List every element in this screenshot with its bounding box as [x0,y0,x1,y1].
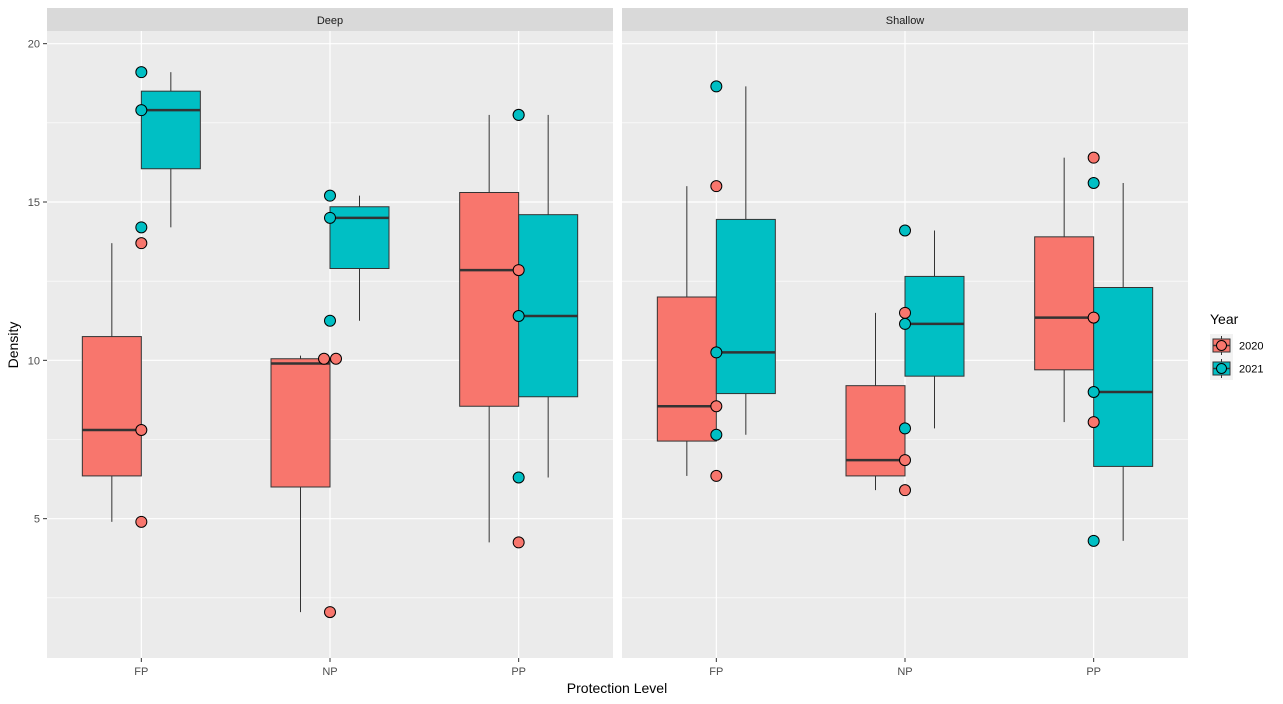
box-np-2020 [845,312,906,491]
y-axis-label: Density [5,322,21,369]
data-point [1087,311,1100,324]
data-point [710,428,723,441]
y-tick-label: 5 [34,514,40,526]
box-body [459,192,520,407]
data-point [512,108,525,121]
box-body [1034,236,1095,371]
data-point [1087,416,1100,429]
y-tick-label: 15 [28,197,40,209]
box-body [656,296,717,442]
facet-panel-deep: Deep FP NP PP [47,8,613,678]
data-point [899,224,911,237]
facet-panel-shallow: Shallow FP NP PP [622,8,1188,678]
data-point [324,211,336,224]
legend-key-point [1216,363,1227,374]
data-point [512,264,525,277]
data-point [135,221,148,234]
facet-strip-label: Shallow [886,15,925,27]
facet-strip-label: Deep [317,15,343,27]
box-body [329,206,390,269]
data-point [330,352,342,365]
y-tick-label: 20 [28,39,40,51]
legend-key-2021 [1210,357,1233,380]
x-tick-label: PP [1086,666,1101,678]
box-fp-2021 [140,72,201,228]
data-point [899,454,911,467]
data-point [135,104,148,117]
data-point [1087,151,1100,164]
box-np-2020 [270,355,331,613]
x-tick-label: NP [322,666,337,678]
data-point [324,189,336,202]
data-point [710,469,723,482]
data-point [318,352,330,365]
legend-label: 2020 [1239,341,1263,353]
data-point [899,306,911,319]
data-point [899,317,911,330]
facet-strip [622,8,1188,31]
data-point [899,422,911,435]
box-body [715,218,776,395]
box-body [518,214,579,398]
box-body [904,275,965,377]
data-point [1087,386,1100,398]
box-pp-2021 [518,114,579,478]
facet-panels: Deep FP NP PP Shallow FP NP PP [47,8,1188,678]
x-tick-label: FP [134,666,148,678]
box-body [81,336,142,477]
data-point [135,424,148,436]
legend-title: Year [1210,311,1239,327]
box-fp-2020 [656,186,717,476]
data-point [324,314,336,327]
data-point [1087,534,1100,547]
data-point [512,536,525,549]
data-point [710,346,723,359]
data-point [135,66,148,79]
box-fp-2020 [81,243,142,522]
data-point [710,400,723,413]
box-body [1093,287,1154,467]
data-point [512,310,525,322]
box-body [140,90,201,170]
box-np-2021 [329,195,390,321]
box-body [845,385,906,477]
box-body [270,358,331,488]
y-tick-label: 10 [28,355,40,367]
facet-strip [47,8,613,31]
data-point [324,606,336,619]
y-axis: 5 10 15 20 [28,39,47,526]
legend-key-point [1216,340,1227,351]
data-point [710,80,723,93]
data-point [135,515,148,528]
legend-label: 2021 [1239,364,1263,376]
data-point [710,180,723,193]
box-pp-2021 [1093,183,1154,541]
x-axis-label: Protection Level [567,680,667,696]
x-tick-label: FP [709,666,723,678]
x-tick-label: NP [897,666,912,678]
data-point [1087,177,1100,189]
box-pp-2020 [1034,157,1095,423]
legend-key-2020 [1210,334,1233,357]
data-point [899,484,911,497]
data-point [512,471,525,484]
data-point [135,237,148,250]
legend: Year 2020 2021 [1210,311,1263,380]
x-tick-label: PP [511,666,526,678]
box-fp-2021 [715,86,776,435]
box-np-2021 [904,230,965,429]
